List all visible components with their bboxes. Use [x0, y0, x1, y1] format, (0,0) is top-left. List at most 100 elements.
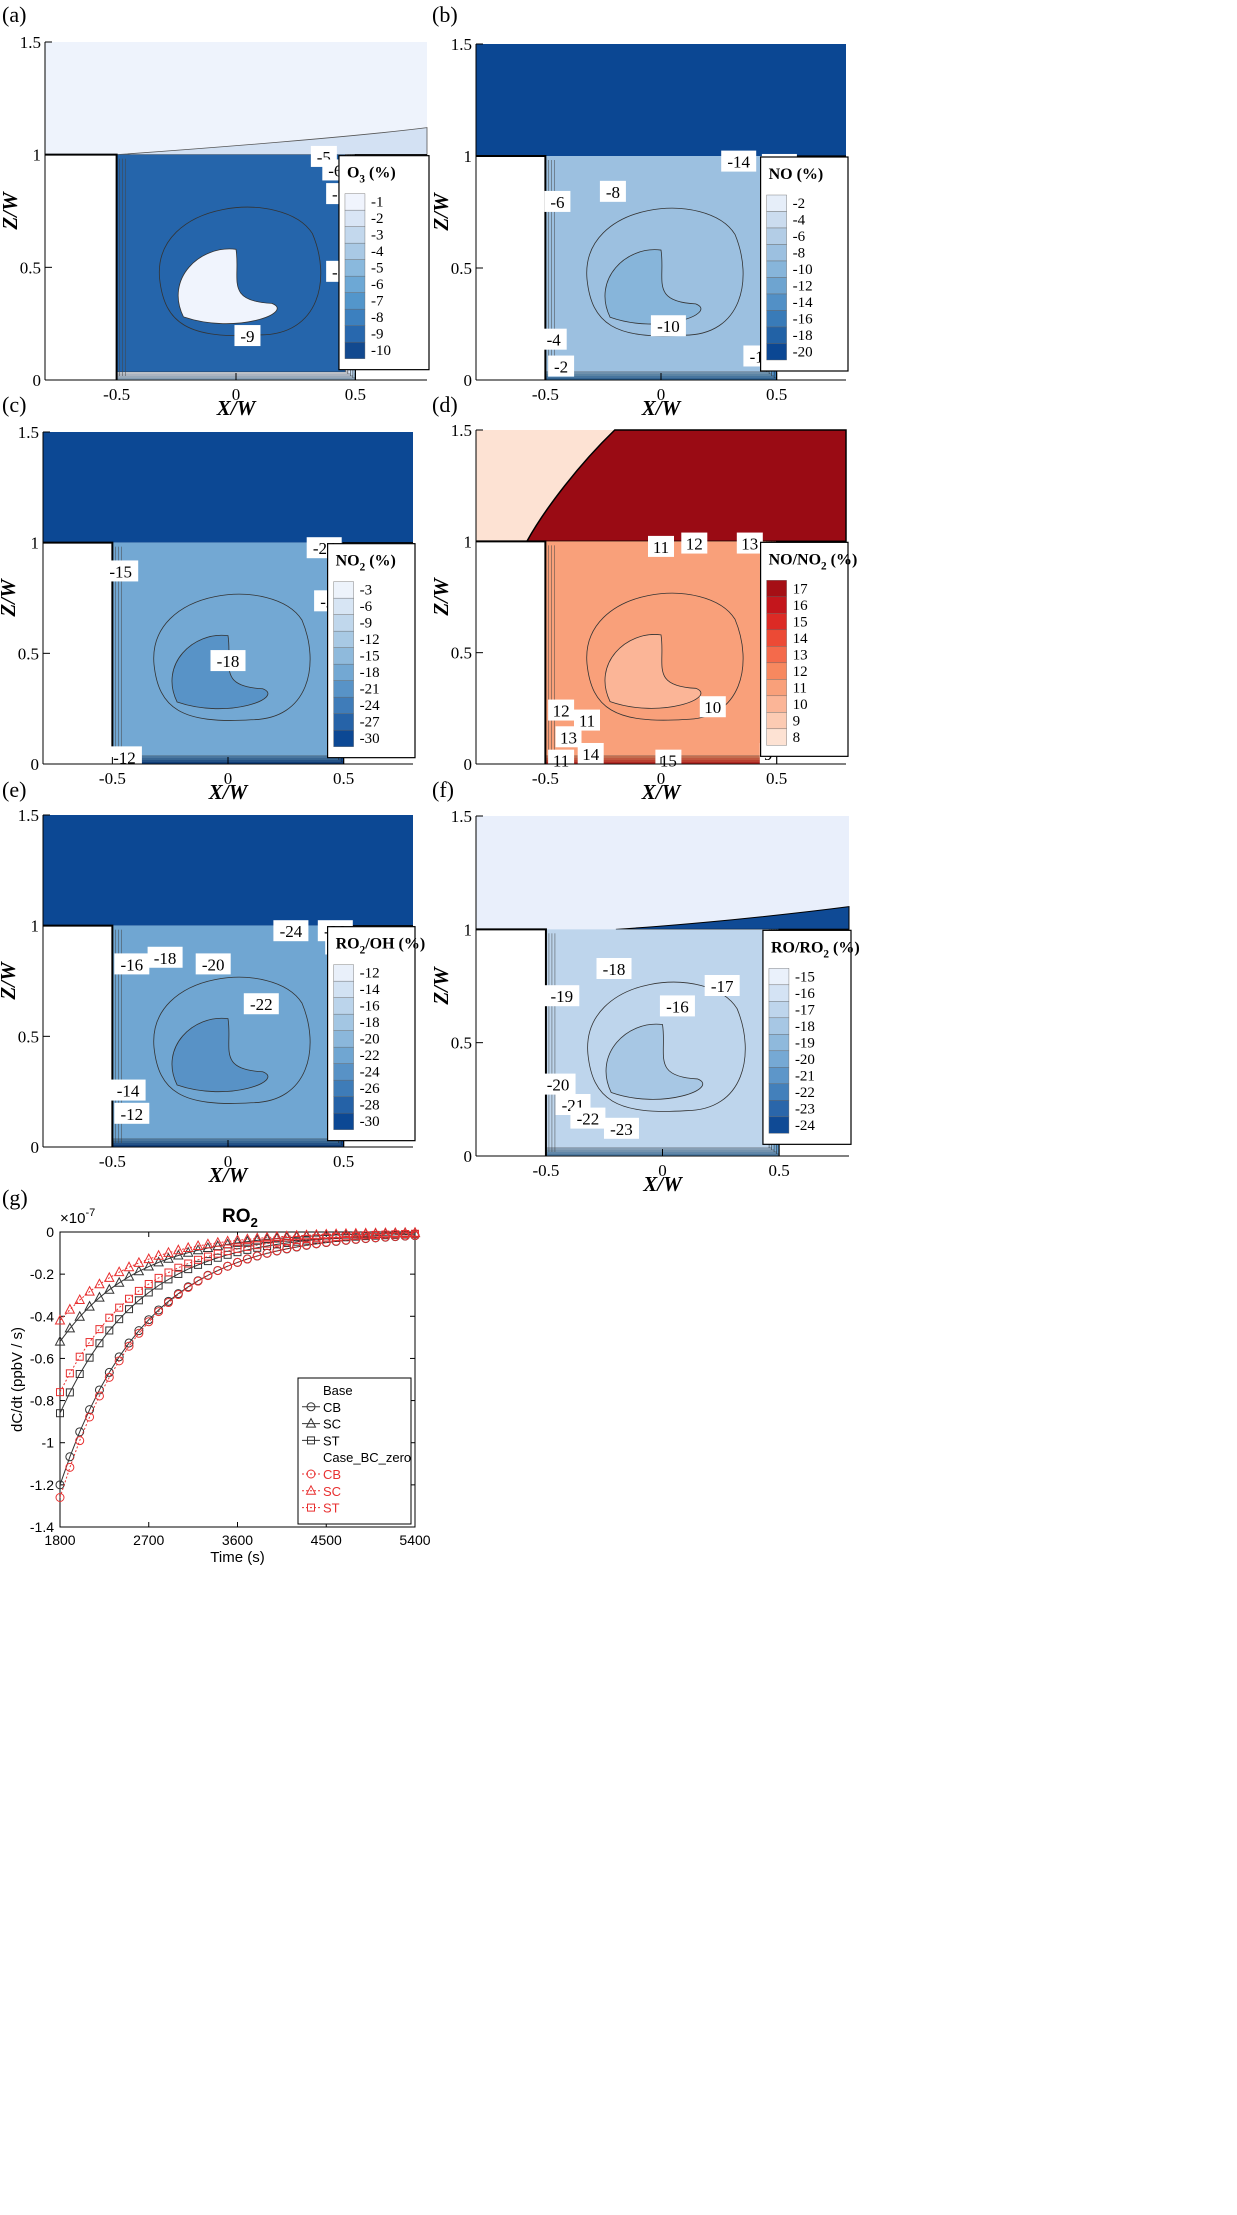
y-axis-title: Z/W [429, 966, 453, 1006]
building-left [45, 154, 117, 380]
building-outline [476, 540, 547, 764]
data-point [94, 1385, 104, 1395]
series-line [59, 1233, 416, 1393]
contour-label: 12 [686, 535, 703, 554]
legend-swatch [344, 325, 366, 343]
data-point [223, 1247, 232, 1256]
y-tick-label: 1 [31, 917, 40, 936]
data-point [233, 1257, 242, 1267]
chart-title: RO2 [222, 1206, 258, 1230]
data-point [305, 1417, 317, 1428]
legend-title: RO/RO2 (%) [771, 939, 860, 960]
building-left [476, 929, 546, 1156]
data-point [104, 1367, 114, 1377]
legend-swatch [768, 984, 790, 1002]
legend-level: 13 [793, 647, 808, 663]
contour-label-bg [210, 650, 246, 672]
legend-level: -16 [795, 986, 815, 1002]
y-tick-label: -0.2 [30, 1266, 54, 1282]
data-point [253, 1241, 262, 1250]
x-tick-label: 0 [224, 1152, 233, 1171]
contour-label: -18 [154, 949, 177, 968]
data-point [232, 1236, 243, 1247]
data-point [306, 1402, 316, 1412]
data-point [134, 1326, 144, 1336]
y-tick-label: 1 [33, 146, 42, 165]
contour-label-bg [704, 975, 740, 996]
x-tick-label: -0.5 [99, 1152, 126, 1171]
legend-level: -22 [795, 1085, 815, 1101]
data-point [213, 1253, 222, 1262]
contour-label-bg [655, 749, 682, 771]
data-point [212, 1240, 224, 1251]
legend-swatch [768, 1034, 790, 1052]
panel-label: (a) [2, 2, 26, 27]
data-point [154, 1273, 163, 1282]
data-point [153, 1249, 164, 1260]
data-point [143, 1253, 155, 1264]
data-point [192, 1239, 204, 1251]
legend-swatch [333, 1046, 354, 1064]
data-point [134, 1296, 143, 1305]
legend-group-title: Base [323, 1383, 353, 1398]
y-tick-label: 1.5 [20, 33, 41, 52]
legend-swatch [344, 275, 366, 293]
contour-label-bg [540, 328, 567, 350]
contour-label: -8 [606, 183, 620, 202]
data-point [94, 1291, 105, 1302]
legend-swatch [333, 1079, 354, 1097]
x-tick-label: -0.5 [99, 769, 126, 788]
x-tick-label: -0.5 [532, 385, 559, 404]
legend-swatch [766, 211, 787, 229]
data-point [194, 1255, 203, 1264]
legend-item: SC [323, 1484, 341, 1499]
x-axis-title: X/W [216, 396, 257, 420]
data-point [143, 1260, 155, 1271]
contour-panel-no-no2: (d)11121312111314111510900.511.5-0.500.5… [429, 392, 857, 804]
y-tick-label: 0.5 [451, 644, 472, 663]
legend-swatch [333, 581, 354, 599]
legend-swatch [344, 259, 366, 277]
legend-swatch [766, 695, 787, 713]
data-point [381, 1230, 390, 1239]
y-tick-label: 0 [464, 1147, 473, 1166]
data-point [360, 1227, 372, 1238]
line-chart-ro2: (g) RO2 ×10-7 0 -0.2 -0.4 -0.6 -0.8 -1 -1.2 -1.418… [2, 1185, 431, 1566]
contour-label: -15 [109, 562, 132, 581]
legend-swatch [766, 194, 787, 212]
contour-label-bg [648, 535, 674, 557]
data-point [113, 1276, 125, 1287]
data-point [74, 1293, 86, 1305]
data-point [75, 1436, 85, 1446]
legend-group-title: Case_BC_zero [323, 1450, 411, 1465]
legend-swatch [333, 680, 354, 698]
contour-label: -22 [577, 1110, 600, 1129]
contour-line [587, 981, 746, 1112]
contour-label: -19 [550, 987, 573, 1006]
contour-label-bg [147, 946, 183, 968]
above-roof-region [476, 44, 846, 156]
panel-label: (g) [2, 1185, 28, 1210]
building-left [476, 156, 546, 380]
data-point [380, 1227, 391, 1238]
data-point [64, 1303, 76, 1314]
x-axis-title: X/W [641, 396, 682, 420]
data-point [252, 1251, 262, 1261]
data-point [85, 1353, 94, 1362]
legend-level: -8 [371, 310, 384, 326]
contour-label: -18 [217, 652, 240, 671]
legend-swatch [333, 630, 354, 648]
data-point [242, 1233, 253, 1244]
legend-swatch [766, 326, 787, 344]
data-point [292, 1242, 302, 1252]
legend-level: -10 [793, 262, 813, 278]
legend-title: NO (%) [769, 166, 824, 183]
x-tick-label: -0.5 [532, 769, 559, 788]
data-point [281, 1231, 293, 1242]
y-tick-label: -1.2 [30, 1477, 54, 1493]
data-point [103, 1283, 115, 1294]
legend-level: -9 [360, 616, 373, 632]
legend-level: -19 [795, 1035, 815, 1051]
legend-level: -14 [793, 295, 813, 311]
